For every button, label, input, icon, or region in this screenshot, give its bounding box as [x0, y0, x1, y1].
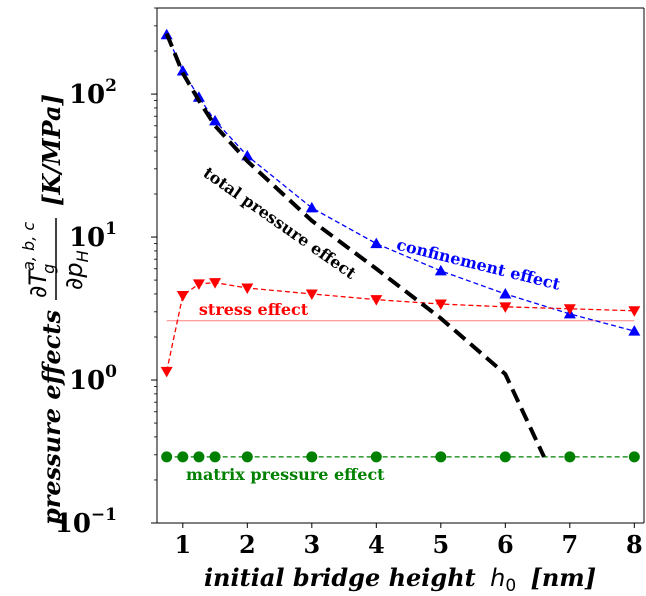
y-tick-label: 101 [69, 219, 117, 253]
data-point-stress [305, 289, 318, 300]
data-point-matrix [499, 451, 511, 463]
data-point-stress [499, 302, 512, 313]
data-point-stress [209, 278, 222, 289]
data-point-stress [563, 304, 576, 315]
annotation-label: matrix pressure effect [186, 465, 385, 484]
y-tick-label: 10−1 [55, 505, 117, 539]
data-point-stress [160, 366, 173, 378]
data-point-confinement [176, 65, 189, 76]
ticks: 1 2 3 4 5 6 7 8 10−1 100 101 102 [55, 7, 643, 559]
x-tick-label: 3 [303, 530, 320, 559]
x-axis-title-text: initial bridge height [204, 563, 476, 592]
x-tick-label: 6 [497, 530, 514, 559]
data-point-stress [434, 299, 447, 311]
x-tick-label: 8 [626, 530, 643, 559]
data-point-matrix [161, 451, 173, 463]
x-tick-label: 4 [368, 530, 385, 559]
data-point-stress [241, 283, 254, 295]
x-axis-title: initial bridge height h0 [nm] [204, 563, 596, 596]
data-point-confinement [434, 264, 447, 276]
data-point-matrix [193, 451, 205, 463]
plot-area [160, 28, 641, 463]
data-point-stress [176, 291, 189, 302]
series-line-confinement [166, 34, 635, 332]
annotation-label: stress effect [199, 300, 309, 319]
data-point-confinement [305, 201, 318, 213]
data-point-confinement [499, 287, 512, 299]
y-axis-title-unit: [K/MPa] [37, 94, 66, 206]
data-point-confinement [209, 114, 222, 126]
y-axis-title-prefix: pressure effects [37, 310, 66, 526]
data-point-confinement [370, 237, 383, 249]
data-point-confinement [628, 325, 641, 336]
y-tick-label: 100 [69, 362, 117, 396]
x-tick-label: 2 [239, 530, 256, 559]
data-point-matrix [370, 451, 382, 463]
data-point-matrix [209, 451, 221, 463]
data-point-stress [370, 295, 383, 306]
data-point-stress [192, 279, 205, 290]
y-axis-title-numerator: ∂Ta, b, cg [19, 222, 58, 298]
data-point-stress [628, 306, 641, 317]
x-tick-label: 1 [174, 530, 191, 559]
data-point-matrix [628, 451, 640, 463]
data-point-matrix [306, 451, 318, 463]
data-point-matrix [564, 451, 576, 463]
series-line-total [164, 32, 546, 458]
x-axis-title-subscript: 0 [505, 576, 516, 596]
data-point-matrix [241, 451, 253, 463]
y-axis-title-denominator: ∂pH [60, 250, 92, 290]
data-point-matrix [177, 451, 189, 463]
x-axis-title-unit: [nm] [531, 563, 597, 592]
x-tick-label: 5 [432, 530, 449, 559]
data-point-matrix [435, 451, 447, 463]
y-tick-label: 102 [69, 76, 117, 110]
y-axis-title: pressure effects ∂Ta, b, cg ∂pH [K/MPa] [19, 94, 92, 525]
x-tick-label: 7 [561, 530, 578, 559]
x-axis-title-symbol: h [490, 564, 505, 592]
